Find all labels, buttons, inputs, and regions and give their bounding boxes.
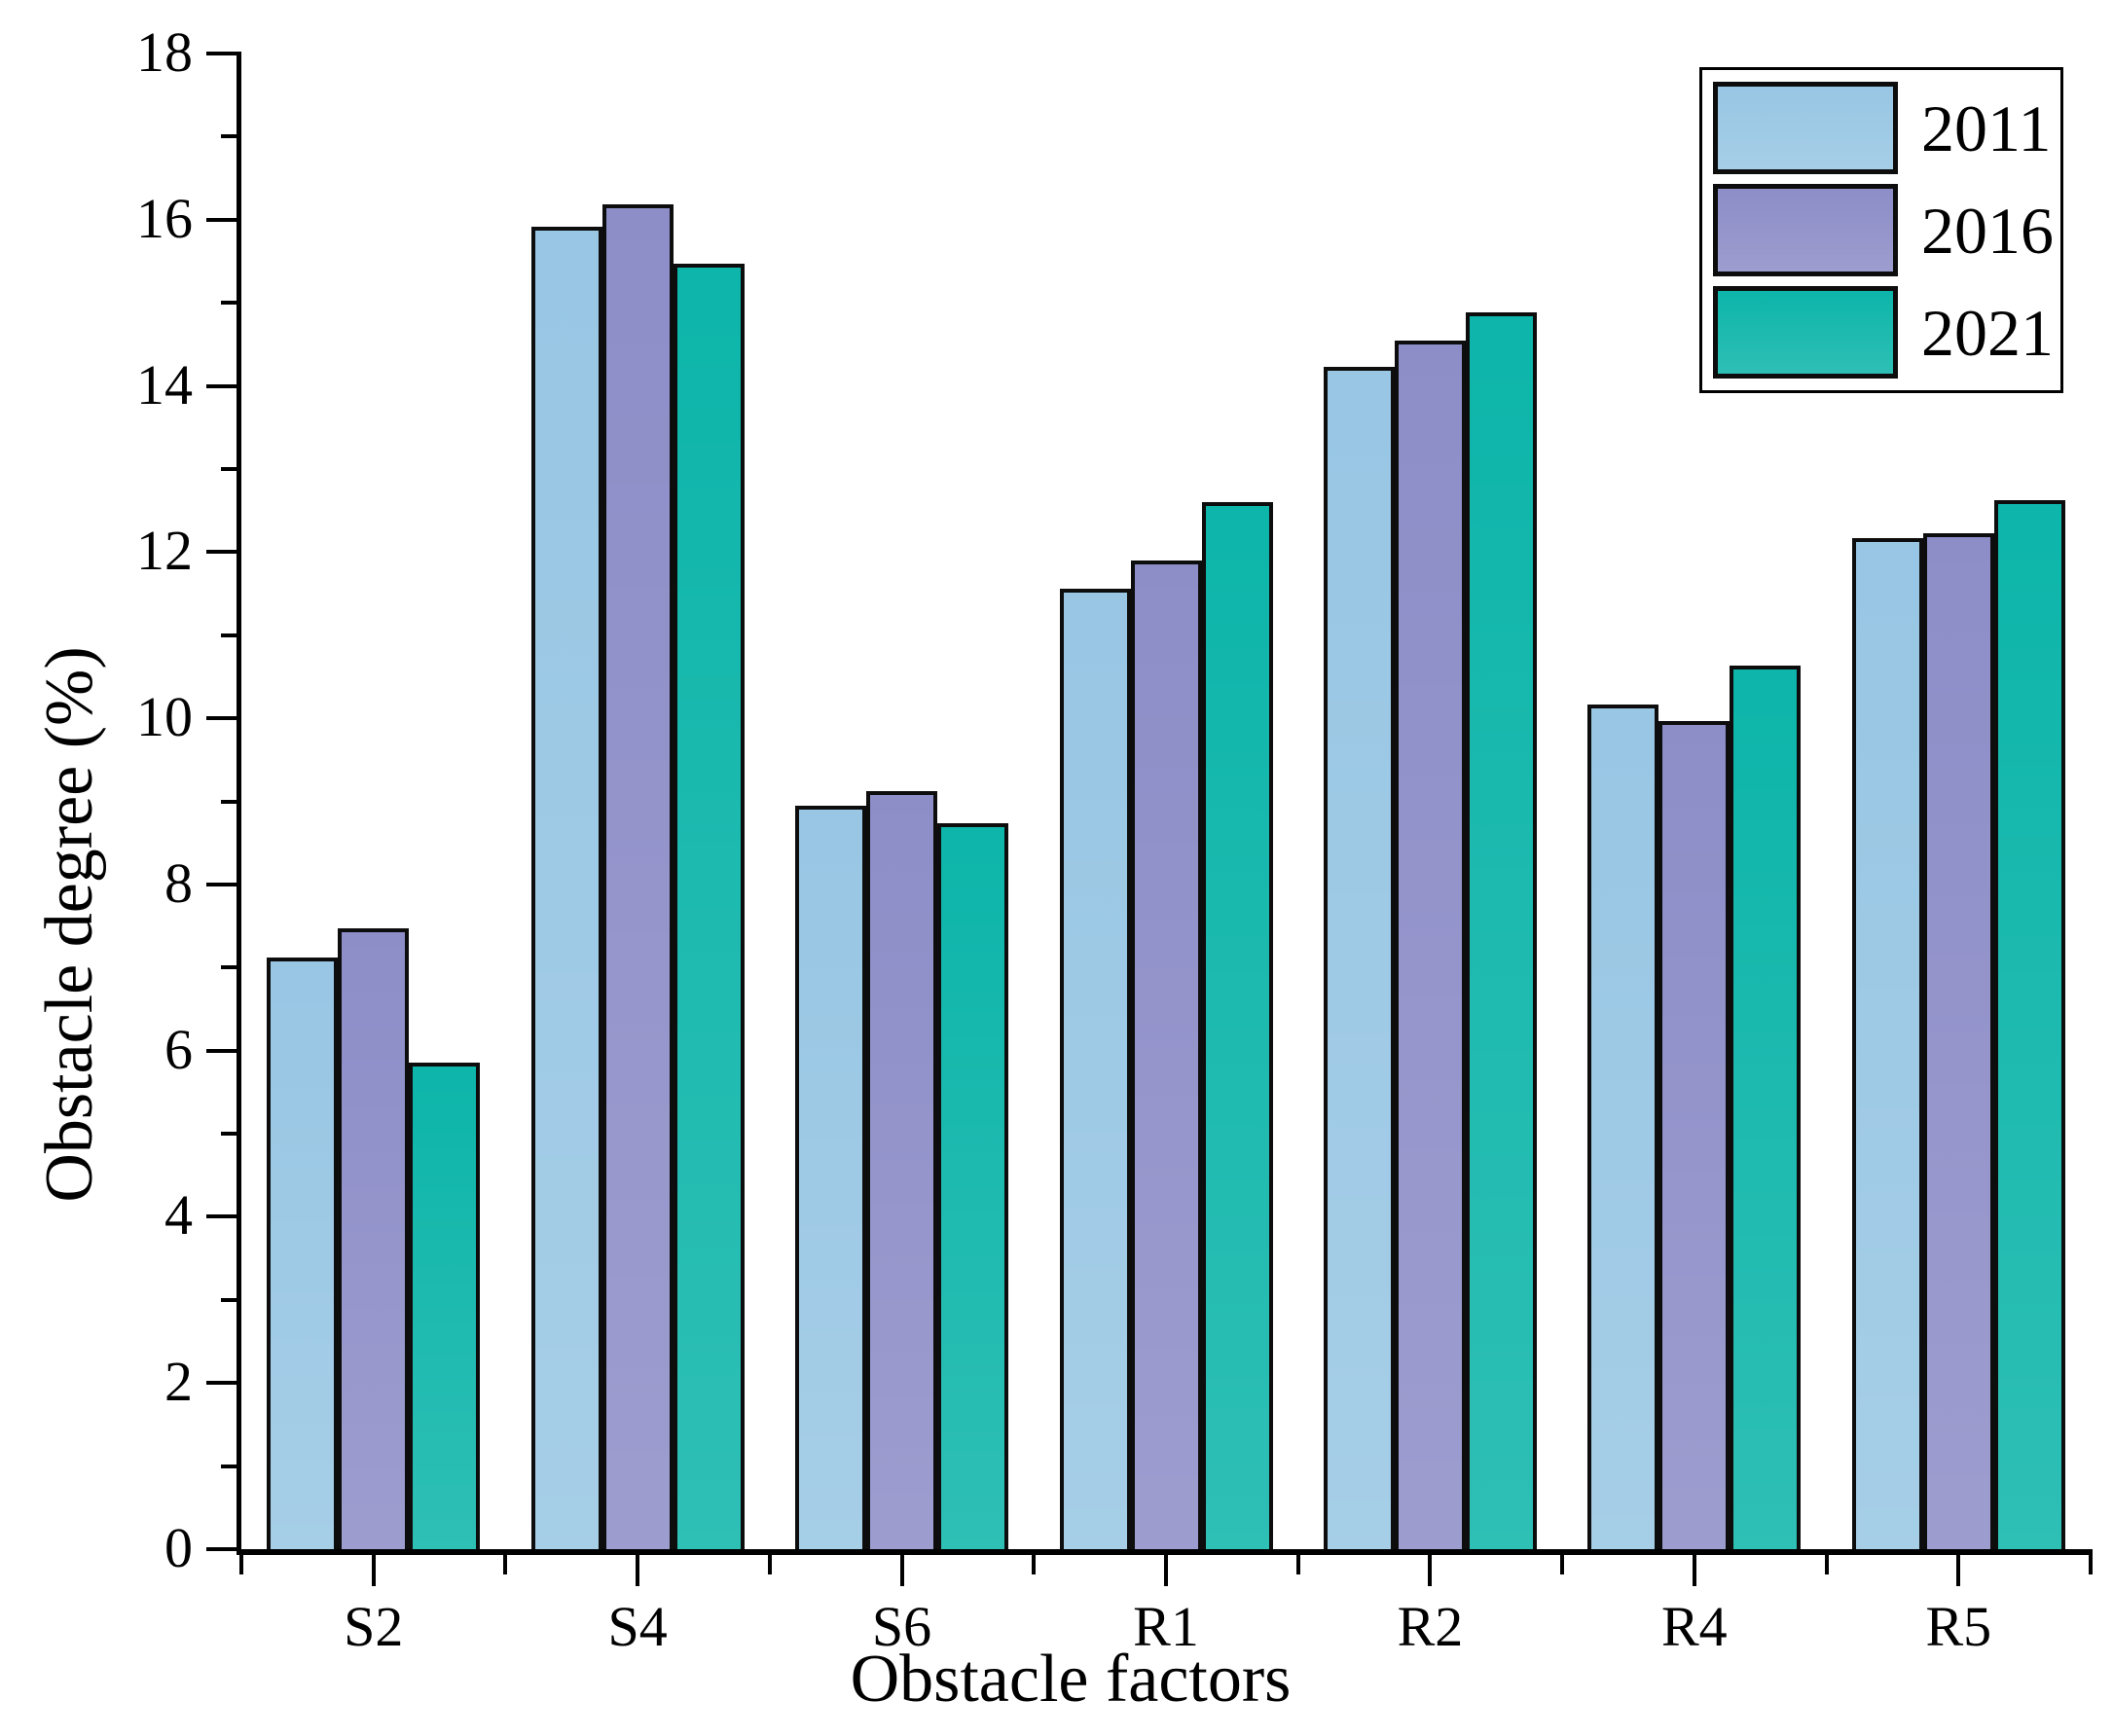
y-axis-minor-tick bbox=[221, 1132, 241, 1137]
legend-item: 2021 bbox=[1713, 286, 2054, 379]
bar-2021-S6 bbox=[937, 822, 1009, 1549]
y-axis-minor-tick bbox=[221, 134, 241, 139]
bar-2021-R5 bbox=[1993, 499, 2065, 1549]
bar-2016-R1 bbox=[1130, 560, 1202, 1549]
x-axis-category-label: R4 bbox=[1661, 1595, 1728, 1658]
legend-label: 2021 bbox=[1921, 295, 2054, 370]
y-axis-major-tick bbox=[206, 383, 241, 388]
bar-2011-S4 bbox=[530, 226, 602, 1549]
bar-2021-S4 bbox=[673, 264, 745, 1549]
y-axis-minor-tick bbox=[221, 1464, 241, 1468]
y-axis-major-tick bbox=[206, 550, 241, 555]
legend-swatch bbox=[1713, 286, 1898, 379]
x-axis-major-tick bbox=[1956, 1549, 1961, 1586]
y-axis-tick-label: 8 bbox=[164, 850, 193, 915]
y-axis-major-tick bbox=[206, 217, 241, 222]
bar-2021-R1 bbox=[1201, 502, 1273, 1549]
legend: 2011 2016 2021 bbox=[1699, 67, 2063, 393]
y-axis-tick-label: 14 bbox=[136, 352, 193, 416]
y-axis-minor-tick bbox=[221, 466, 241, 471]
y-axis-tick-label: 0 bbox=[164, 1515, 193, 1579]
x-axis-major-tick bbox=[371, 1549, 376, 1586]
bar-2021-S2 bbox=[409, 1062, 481, 1549]
x-axis-major-tick bbox=[636, 1549, 640, 1586]
y-axis-tick-label: 4 bbox=[164, 1183, 193, 1248]
bar-2016-S2 bbox=[338, 928, 410, 1549]
x-axis-major-tick bbox=[1428, 1549, 1433, 1586]
bar-2011-S6 bbox=[795, 805, 867, 1549]
bar-2011-R4 bbox=[1587, 705, 1659, 1549]
y-axis-major-tick bbox=[206, 52, 241, 55]
bar-2016-R2 bbox=[1394, 341, 1466, 1549]
legend-item: 2011 bbox=[1713, 82, 2051, 174]
bar-2021-R2 bbox=[1465, 312, 1537, 1549]
y-axis-major-tick bbox=[206, 1547, 241, 1551]
plot-area: 0 2 4 6 8 10 12 14 16 18 S2 S4 S6 R1 R2 R4 R5 bbox=[136, 23, 2093, 1657]
y-axis-tick-label: 2 bbox=[164, 1350, 193, 1414]
y-axis-tick-label: 6 bbox=[164, 1017, 193, 1081]
y-axis-tick-label: 10 bbox=[136, 684, 193, 748]
bar-2011-R1 bbox=[1059, 588, 1131, 1549]
x-axis-boundary-tick bbox=[1032, 1549, 1037, 1574]
x-axis-boundary-tick bbox=[1560, 1549, 1565, 1574]
y-axis-minor-tick bbox=[221, 301, 241, 306]
y-axis-tick-label: 16 bbox=[136, 186, 193, 250]
x-axis-category-label: R1 bbox=[1133, 1595, 1199, 1658]
y-axis-major-tick bbox=[206, 1381, 241, 1386]
y-axis-major-tick bbox=[206, 716, 241, 721]
y-axis-major-tick bbox=[206, 882, 241, 886]
bar-2016-S6 bbox=[866, 791, 938, 1549]
y-axis-minor-tick bbox=[221, 799, 241, 804]
x-axis-major-tick bbox=[1692, 1549, 1696, 1586]
x-axis-boundary-tick bbox=[239, 1549, 243, 1574]
x-axis-category-label: R2 bbox=[1397, 1595, 1464, 1658]
x-axis-boundary-tick bbox=[503, 1549, 508, 1574]
y-axis-tick-label: 12 bbox=[136, 519, 193, 583]
x-axis-major-tick bbox=[1164, 1549, 1168, 1586]
legend-item: 2016 bbox=[1713, 184, 2054, 276]
x-axis-boundary-tick bbox=[1295, 1549, 1300, 1574]
y-axis-major-tick bbox=[206, 1214, 241, 1219]
x-axis-boundary-tick bbox=[767, 1549, 772, 1574]
bar-2016-R4 bbox=[1658, 720, 1730, 1549]
y-axis-minor-tick bbox=[221, 1297, 241, 1302]
x-axis-category-label: S6 bbox=[871, 1595, 932, 1658]
x-axis-category-label: S2 bbox=[344, 1595, 404, 1658]
legend-label: 2016 bbox=[1921, 193, 2054, 268]
bar-2011-S2 bbox=[267, 958, 339, 1549]
legend-swatch bbox=[1713, 82, 1898, 174]
x-axis-boundary-tick bbox=[2089, 1549, 2093, 1574]
bar-2011-R2 bbox=[1323, 366, 1395, 1549]
bar-2016-S4 bbox=[601, 203, 674, 1549]
y-axis-minor-tick bbox=[221, 633, 241, 637]
bar-2011-R5 bbox=[1851, 537, 1923, 1549]
y-axis-minor-tick bbox=[221, 965, 241, 970]
x-axis-category-label: R5 bbox=[1925, 1595, 1992, 1658]
bar-2016-R5 bbox=[1922, 532, 1994, 1549]
bar-2021-R4 bbox=[1730, 666, 1802, 1549]
x-axis-major-tick bbox=[899, 1549, 904, 1586]
legend-rows: 2011 2016 2021 bbox=[1713, 82, 2054, 379]
x-axis-title: Obstacle factors bbox=[850, 1642, 1292, 1717]
x-axis-boundary-tick bbox=[1824, 1549, 1829, 1574]
legend-swatch bbox=[1713, 184, 1898, 276]
x-axis-category-label: S4 bbox=[607, 1595, 668, 1658]
y-axis-tick-label: 18 bbox=[136, 19, 193, 84]
y-axis-major-tick bbox=[206, 1048, 241, 1053]
legend-label: 2011 bbox=[1921, 90, 2052, 165]
